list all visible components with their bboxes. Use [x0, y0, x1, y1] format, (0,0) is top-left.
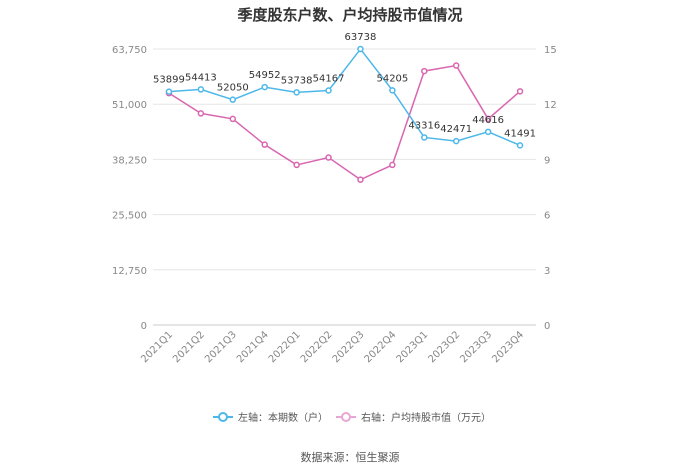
data-label: 53738 — [281, 75, 313, 86]
x-tick-label: 2023Q3 — [458, 329, 494, 365]
right-series-point[interactable] — [389, 161, 396, 169]
legend-marker-right — [341, 412, 351, 422]
data-label: 42471 — [440, 124, 472, 135]
data-label: 54167 — [313, 73, 345, 84]
right-tick-label: 3 — [544, 266, 550, 277]
legend-label-right: 右轴：户均持股市值（万元） — [361, 411, 491, 424]
left-tick-label: 25,500 — [112, 211, 147, 222]
right-series-point[interactable] — [229, 115, 237, 123]
data-label: 44616 — [472, 115, 504, 126]
right-series-point[interactable] — [293, 161, 300, 169]
right-tick-label: 6 — [544, 211, 550, 222]
right-series-point[interactable] — [452, 62, 460, 69]
x-tick-label: 2023Q2 — [426, 329, 462, 365]
legend-marker-left — [218, 412, 228, 422]
data-label: 52050 — [217, 83, 249, 94]
legend: 左轴：本期数（户） 右轴：户均持股市值（万元） — [213, 411, 491, 424]
left-tick-label: 51,000 — [112, 100, 147, 111]
left-series-point[interactable] — [229, 96, 237, 103]
source-note: 数据来源：恒生聚源 — [301, 450, 400, 464]
right-series-point[interactable] — [261, 141, 268, 148]
right-series-point[interactable] — [197, 110, 205, 117]
data-label: 54952 — [249, 70, 281, 81]
left-series-point[interactable] — [421, 134, 428, 141]
left-series-point[interactable] — [261, 83, 268, 91]
right-tick-label: 12 — [544, 100, 557, 111]
left-series-point[interactable] — [197, 86, 205, 93]
right-tick-label: 15 — [544, 45, 557, 56]
right-tick-label: 9 — [544, 155, 550, 166]
x-tick-label: 2021Q1 — [139, 329, 175, 365]
x-tick-label: 2022Q1 — [267, 329, 303, 365]
x-tick-label: 2022Q4 — [363, 329, 399, 365]
right-tick-label: 0 — [544, 321, 550, 332]
left-series-point[interactable] — [516, 142, 524, 149]
series-line-left — [168, 47, 521, 147]
data-label: 54413 — [185, 72, 217, 83]
series-line-right — [168, 64, 521, 181]
legend-item-right[interactable]: 右轴：户均持股市值（万元） — [336, 411, 491, 424]
grid — [153, 48, 536, 326]
left-tick-label: 0 — [141, 321, 147, 332]
legend-item-left[interactable]: 左轴：本期数（户） — [213, 411, 328, 424]
data-label: 54205 — [376, 73, 408, 84]
x-tick-label: 2023Q4 — [490, 329, 526, 365]
x-tick-label: 2023Q1 — [395, 329, 431, 365]
left-series-point[interactable] — [165, 88, 173, 95]
left-tick-label: 38,250 — [112, 155, 147, 166]
left-series-point[interactable] — [357, 45, 364, 53]
right-axis-ticks: 0 3 6 9 12 15 — [544, 45, 557, 332]
data-label: 41491 — [504, 128, 536, 139]
x-tick-label: 2022Q2 — [299, 329, 335, 365]
right-series-point[interactable] — [357, 176, 364, 183]
legend-label-left: 左轴：本期数（户） — [238, 411, 328, 424]
data-label: 63738 — [345, 32, 377, 43]
right-series-point[interactable] — [325, 154, 332, 161]
data-label: 43316 — [408, 120, 440, 131]
x-tick-label: 2021Q4 — [235, 329, 271, 365]
chart-title: 季度股东户数、户均持股市值情况 — [237, 6, 462, 24]
x-tick-label: 2022Q3 — [331, 329, 367, 365]
left-series-point[interactable] — [325, 87, 332, 94]
left-series-point[interactable] — [452, 137, 460, 145]
data-label: 53899 — [153, 75, 185, 86]
x-axis-ticks: 2021Q12021Q22021Q32021Q42022Q12022Q22022… — [139, 329, 526, 365]
x-tick-label: 2021Q2 — [171, 329, 207, 365]
left-tick-label: 12,750 — [112, 266, 147, 277]
right-series-point[interactable] — [516, 88, 524, 95]
left-series-point[interactable] — [389, 87, 396, 94]
left-axis-ticks: 0 12,750 25,500 38,250 51,000 63,750 — [112, 45, 147, 332]
x-tick-label: 2021Q3 — [203, 329, 239, 365]
left-tick-label: 63,750 — [112, 45, 147, 56]
right-series-point[interactable] — [421, 67, 428, 75]
left-series-point[interactable] — [293, 89, 300, 96]
left-series-point[interactable] — [484, 128, 492, 136]
right-series-point[interactable] — [484, 115, 492, 123]
